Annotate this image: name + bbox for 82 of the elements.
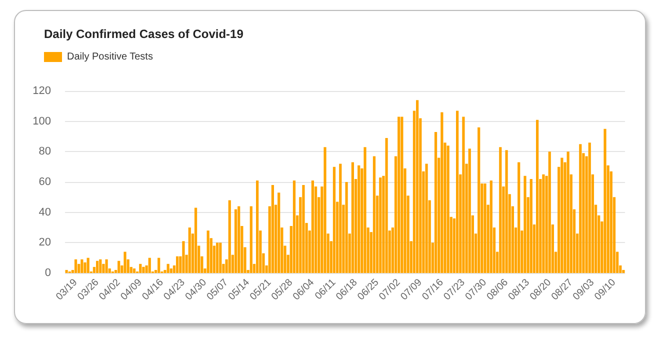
bar xyxy=(238,206,240,273)
y-tick-label: 20 xyxy=(38,236,51,249)
bar xyxy=(518,162,520,273)
bar xyxy=(74,259,78,273)
y-tick-label: 40 xyxy=(38,206,51,218)
bar xyxy=(188,228,191,273)
bar xyxy=(158,258,160,273)
bar xyxy=(372,156,376,273)
bar xyxy=(379,177,382,273)
bar xyxy=(456,110,459,273)
bar xyxy=(530,178,532,273)
bar xyxy=(425,164,428,273)
bar xyxy=(228,200,231,273)
bar xyxy=(440,112,444,273)
bar xyxy=(499,147,502,273)
bar xyxy=(256,180,259,273)
legend-label: Daily Positive Tests xyxy=(67,52,153,62)
bar xyxy=(332,166,336,273)
bar xyxy=(65,270,68,273)
bar xyxy=(96,260,99,273)
bar xyxy=(292,180,296,273)
y-tick-label: 100 xyxy=(32,115,51,128)
bar xyxy=(142,266,145,273)
y-tick-label: 120 xyxy=(32,85,51,97)
y-tick-label: 60 xyxy=(38,176,51,188)
bar xyxy=(124,252,126,273)
bar xyxy=(271,185,274,273)
bar xyxy=(351,162,354,273)
bar xyxy=(194,208,198,273)
bar xyxy=(622,270,625,273)
bar xyxy=(579,144,582,273)
bar xyxy=(385,138,388,273)
bar xyxy=(505,150,508,273)
bar xyxy=(176,256,179,273)
bar xyxy=(542,174,545,273)
bar xyxy=(345,182,348,273)
bar xyxy=(364,147,366,273)
bar xyxy=(536,120,539,273)
bar xyxy=(139,264,142,273)
bar xyxy=(358,165,360,273)
bar xyxy=(484,184,486,273)
bar xyxy=(398,116,400,273)
bar xyxy=(86,258,90,273)
bar xyxy=(80,259,84,273)
bar xyxy=(170,268,172,273)
bar xyxy=(468,148,471,273)
chart-title: Daily Confirmed Cases of Covid-19 xyxy=(44,27,244,41)
bar xyxy=(99,259,102,273)
bar xyxy=(311,180,314,273)
bar xyxy=(278,192,280,273)
bar xyxy=(434,132,438,273)
bar xyxy=(400,116,404,273)
bar xyxy=(219,242,222,273)
bar xyxy=(560,158,564,273)
bar xyxy=(182,241,185,273)
bar xyxy=(105,259,108,273)
bar xyxy=(548,152,551,273)
bar xyxy=(102,264,105,273)
bar xyxy=(206,230,210,273)
bar xyxy=(84,262,86,273)
bar xyxy=(148,258,151,273)
bar xyxy=(524,176,526,273)
bar xyxy=(250,206,252,273)
bar xyxy=(166,264,170,273)
bar xyxy=(478,127,480,273)
bar xyxy=(132,268,136,273)
bar xyxy=(339,164,342,273)
bar xyxy=(216,242,219,273)
bar xyxy=(588,142,591,273)
y-tick-label: 0 xyxy=(44,267,51,279)
bar xyxy=(490,180,492,273)
y-tick-label: 80 xyxy=(38,146,51,158)
bar xyxy=(446,146,450,273)
bar xyxy=(566,152,570,273)
bar xyxy=(462,116,465,273)
bar xyxy=(604,128,606,273)
bar xyxy=(302,185,305,273)
bar xyxy=(234,209,238,273)
bar xyxy=(78,264,80,273)
bar xyxy=(416,100,419,273)
bar xyxy=(118,260,120,273)
bar xyxy=(324,147,326,273)
